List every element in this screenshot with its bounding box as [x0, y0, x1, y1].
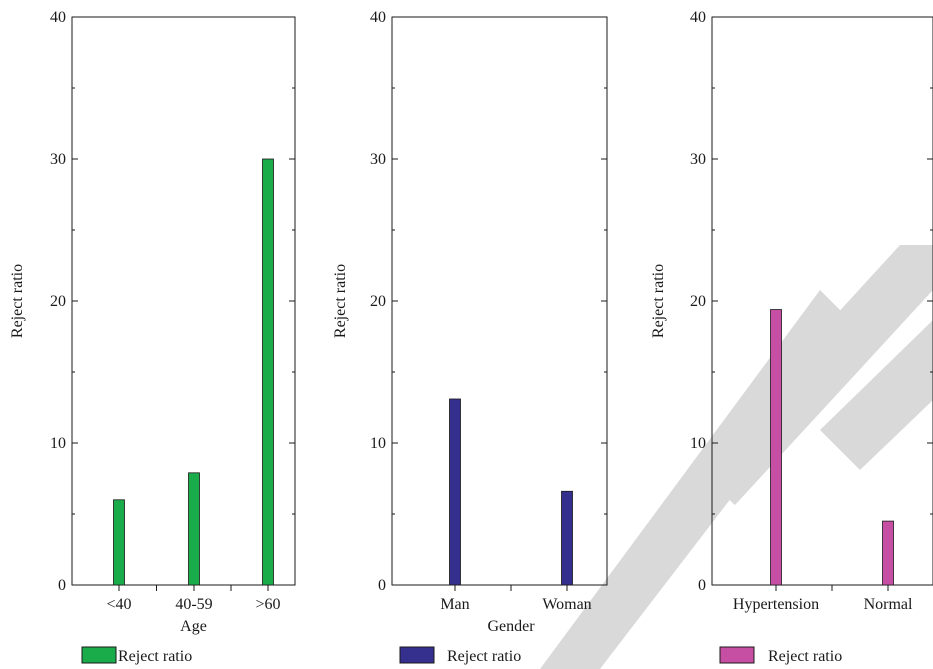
chart-panel-2: 0 10 20 30 40 Man Woman Gender Reject ratio Rejec…	[332, 9, 608, 665]
x-tick-label: Man	[440, 596, 469, 613]
x-axis-label: Age	[180, 618, 207, 635]
legend-label: Reject ratio	[118, 648, 192, 665]
watermark-stripe	[695, 245, 933, 505]
y-tick-label: 10	[370, 435, 386, 452]
y-tick-label: 30	[50, 151, 66, 168]
bar-1-3	[262, 158, 274, 586]
x-tick-label: Normal	[864, 596, 913, 613]
bar-2-2	[561, 490, 573, 586]
y-tick-label: 20	[50, 293, 66, 310]
y-tick-label: 20	[370, 293, 386, 310]
x-tick-label: <40	[106, 596, 131, 613]
y-tick-label: 0	[698, 577, 706, 594]
bar-1-2	[188, 472, 200, 586]
bar-3-1	[770, 309, 782, 586]
y-tick-label: 30	[690, 151, 706, 168]
plot-frame	[71, 16, 296, 586]
bar-1-1	[113, 499, 125, 586]
legend-swatch	[399, 646, 435, 664]
x-tick-label: Woman	[542, 596, 591, 613]
y-tick-label: 30	[370, 151, 386, 168]
chart-panel-1: 0 10 20 30 40 <40 40-59 >60 Age Reject ratio Rejec…	[9, 9, 296, 665]
y-axis-label: Reject ratio	[332, 264, 349, 338]
chart-panels: 0 10 20 30 40 <40 40-59 >60 Age Reject ratio Rejec…	[9, 9, 933, 665]
y-axis-label: Reject ratio	[650, 264, 667, 338]
y-tick-label: 10	[50, 435, 66, 452]
watermark-stripe	[820, 320, 933, 470]
y-axis-label: Reject ratio	[9, 264, 26, 338]
y-tick-label: 20	[690, 293, 706, 310]
legend-label: Reject ratio	[447, 648, 521, 665]
chart-panel-3: 0 10 20 30 40 Hypertension Normal Reject ratio R…	[650, 9, 933, 665]
legend-label: Reject ratio	[768, 648, 842, 665]
x-tick-label: 40-59	[175, 596, 212, 613]
y-tick-label: 40	[690, 9, 706, 26]
x-tick-label: Hypertension	[733, 596, 819, 613]
y-tick-label: 0	[378, 577, 386, 594]
y-tick-label: 40	[50, 9, 66, 26]
legend-swatch	[719, 646, 755, 664]
plot-frame	[391, 16, 608, 586]
y-tick-label: 10	[690, 435, 706, 452]
bar-2-1	[449, 398, 461, 586]
y-tick-label: 40	[370, 9, 386, 26]
legend-swatch	[81, 646, 117, 664]
y-tick-label: 0	[58, 577, 66, 594]
bar-3-2	[882, 520, 894, 586]
x-axis-label: Gender	[487, 618, 535, 635]
x-tick-label: >60	[255, 596, 280, 613]
